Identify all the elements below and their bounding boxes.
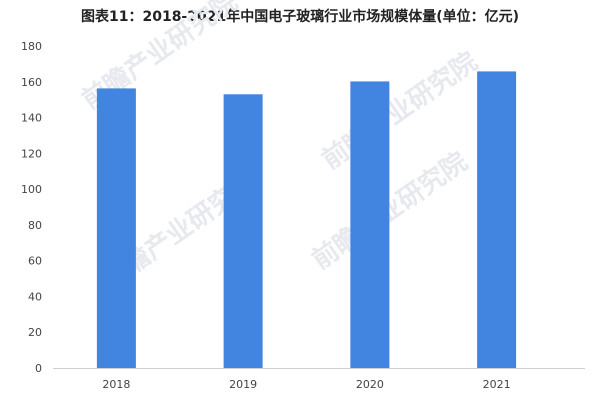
- y-tick-label: 120: [21, 147, 42, 160]
- y-tick-label: 60: [28, 255, 42, 268]
- y-tick-label: 180: [21, 40, 42, 53]
- x-tick-label: 2019: [229, 378, 257, 391]
- y-tick-label: 100: [21, 183, 42, 196]
- y-tick-label: 80: [28, 219, 42, 232]
- bar-2021: [477, 71, 517, 368]
- bar-2018: [96, 88, 136, 368]
- y-tick-label: 140: [21, 112, 42, 125]
- y-tick-label: 0: [35, 362, 42, 375]
- y-tick-label: 40: [28, 290, 42, 303]
- y-tick-label: 20: [28, 326, 42, 339]
- x-tick-label: 2020: [356, 378, 384, 391]
- bar-2019: [223, 94, 263, 369]
- bar-2020: [350, 81, 390, 369]
- y-tick-label: 160: [21, 76, 42, 89]
- chart-title: 图表11：2018-2021年中国电子玻璃行业市场规模体量(单位：亿元): [80, 9, 520, 25]
- x-tick-label: 2021: [483, 378, 511, 391]
- x-tick-label: 2018: [102, 378, 130, 391]
